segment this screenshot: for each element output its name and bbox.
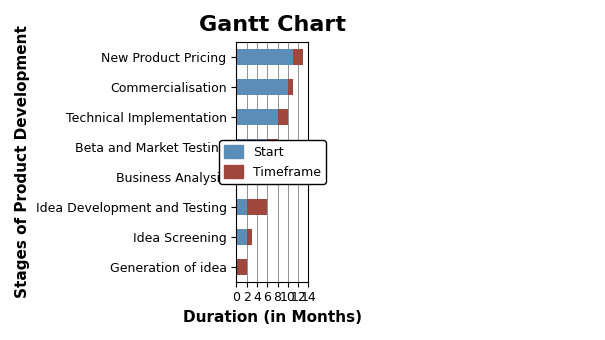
X-axis label: Duration (in Months): Duration (in Months): [183, 310, 362, 325]
Bar: [237, 109, 278, 125]
Bar: [237, 199, 247, 215]
Legend: Start, Timeframe: Start, Timeframe: [219, 140, 326, 184]
Bar: [237, 258, 247, 275]
Bar: [247, 199, 267, 215]
Bar: [293, 49, 303, 65]
Y-axis label: Stages of Product Development: Stages of Product Development: [15, 26, 30, 299]
Bar: [237, 79, 288, 95]
Bar: [237, 169, 267, 185]
Bar: [237, 139, 267, 155]
Bar: [237, 228, 247, 245]
Bar: [278, 109, 288, 125]
Title: Gantt Chart: Gantt Chart: [199, 15, 346, 35]
Bar: [288, 79, 293, 95]
Bar: [267, 169, 272, 185]
Bar: [237, 49, 293, 65]
Bar: [267, 139, 278, 155]
Bar: [247, 228, 252, 245]
